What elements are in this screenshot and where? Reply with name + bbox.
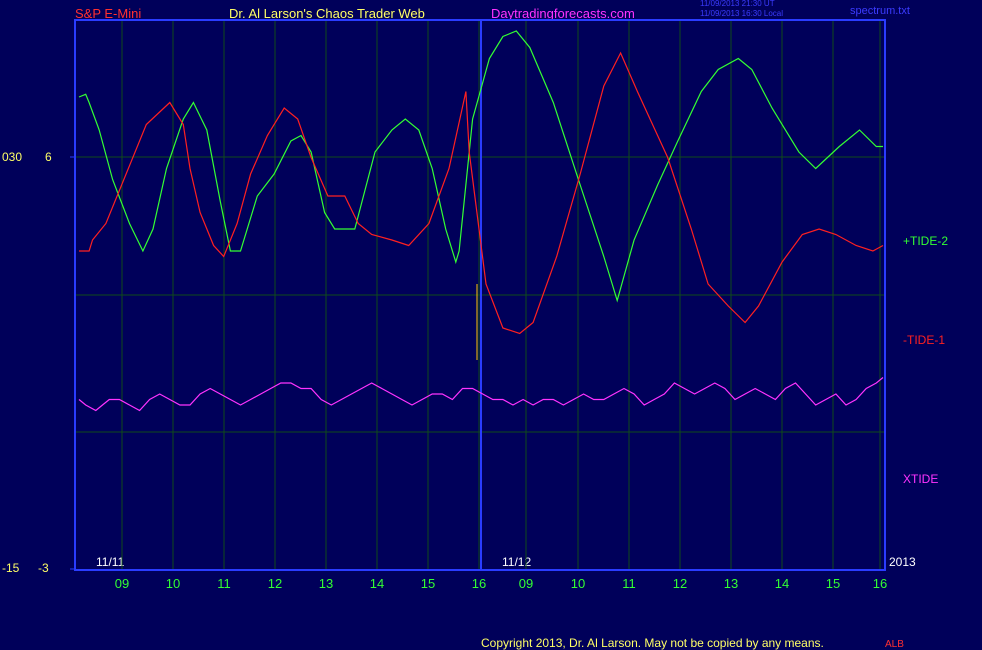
x-tick-label: 10	[571, 576, 585, 591]
x-tick-label: 14	[370, 576, 384, 591]
y-inner-bottom: -3	[38, 561, 49, 575]
x-tick-label: 13	[319, 576, 333, 591]
x-tick-label: 09	[115, 576, 129, 591]
x-tick-label: 11	[217, 576, 231, 591]
x-tick-label: 12	[268, 576, 282, 591]
series-line-tide1	[79, 51, 884, 335]
series-line-xtide	[78, 377, 884, 412]
x-tick-label: 16	[472, 576, 486, 591]
label-xtide: XTIDE	[903, 472, 939, 486]
signature: ALB	[885, 639, 904, 650]
symbol-label: S&P E-Mini	[75, 6, 142, 21]
x-tick-label: 15	[421, 576, 435, 591]
y-outer-bottom: -15	[2, 561, 20, 575]
y-outer-top: 030	[2, 150, 23, 164]
timestamp-local: 11/09/2013 16:30 Local	[700, 9, 784, 18]
x-tick-label: 09	[519, 576, 533, 591]
y-inner-top: 6	[45, 150, 52, 164]
x-tick-label: 11	[622, 576, 636, 591]
site-link[interactable]: Daytradingforecasts.com	[491, 6, 635, 21]
chart-title: Dr. Al Larson's Chaos Trader Web	[229, 6, 425, 21]
year-label: 2013	[889, 555, 916, 569]
x-tick-label: 16	[873, 576, 887, 591]
series-line-tide2	[78, 30, 883, 303]
date-marker-2: 11/12	[502, 555, 532, 569]
x-tick-label: 10	[166, 576, 180, 591]
x-tick-label: 14	[775, 576, 789, 591]
copyright: Copyright 2013, Dr. Al Larson. May not b…	[481, 636, 824, 650]
file-name: spectrum.txt	[850, 5, 910, 17]
x-tick-label: 15	[826, 576, 840, 591]
x-tick-label: 12	[673, 576, 687, 591]
x-tick-label: 13	[724, 576, 738, 591]
date-marker-1: 11/11	[96, 555, 125, 569]
label-tide2: +TIDE-2	[903, 234, 949, 248]
timestamp-utc: 11/09/2013 21:30 UT	[700, 0, 775, 8]
label-tide1: -TIDE-1	[903, 333, 945, 347]
